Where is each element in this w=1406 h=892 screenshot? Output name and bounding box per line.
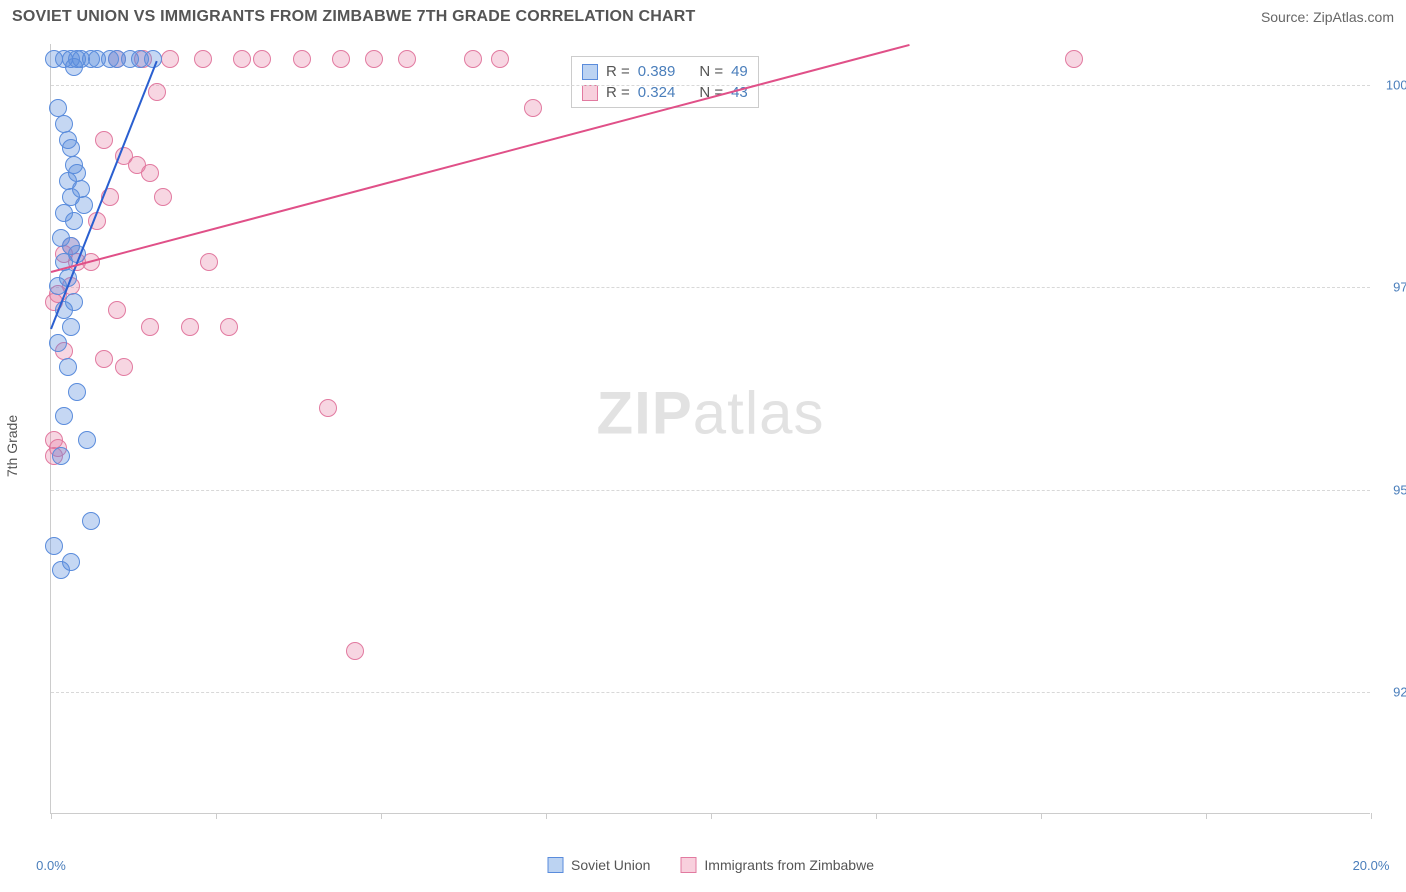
data-point bbox=[365, 50, 383, 68]
legend-swatch-icon bbox=[547, 857, 563, 873]
scatter-chart: ZIPatlas R =0.389N =49R =0.324N =43 Sovi… bbox=[50, 44, 1370, 814]
x-tick bbox=[1041, 813, 1042, 819]
data-point bbox=[253, 50, 271, 68]
x-tick bbox=[711, 813, 712, 819]
data-point bbox=[49, 334, 67, 352]
y-axis-label: 7th Grade bbox=[4, 415, 20, 477]
r-label: R = bbox=[606, 63, 630, 80]
x-tick bbox=[381, 813, 382, 819]
data-point bbox=[59, 358, 77, 376]
data-point bbox=[154, 188, 172, 206]
data-point bbox=[332, 50, 350, 68]
y-tick-label: 97.5% bbox=[1375, 280, 1406, 295]
watermark-text: ZIPatlas bbox=[596, 379, 824, 448]
x-tick bbox=[876, 813, 877, 819]
chart-header: SOVIET UNION VS IMMIGRANTS FROM ZIMBABWE… bbox=[0, 0, 1406, 30]
data-point bbox=[319, 399, 337, 417]
watermark-bold: ZIP bbox=[596, 380, 692, 447]
correlation-stats-box: R =0.389N =49R =0.324N =43 bbox=[571, 56, 759, 108]
x-tick bbox=[546, 813, 547, 819]
r-value: 0.324 bbox=[638, 84, 676, 101]
data-point bbox=[78, 431, 96, 449]
gridline bbox=[51, 85, 1370, 86]
data-point bbox=[95, 350, 113, 368]
data-point bbox=[148, 83, 166, 101]
r-value: 0.389 bbox=[638, 63, 676, 80]
data-point bbox=[233, 50, 251, 68]
source-attribution: Source: ZipAtlas.com bbox=[1261, 9, 1394, 25]
data-point bbox=[108, 301, 126, 319]
data-point bbox=[62, 139, 80, 157]
stats-swatch-icon bbox=[582, 85, 598, 101]
chart-title: SOVIET UNION VS IMMIGRANTS FROM ZIMBABWE… bbox=[12, 8, 696, 26]
source-prefix: Source: bbox=[1261, 9, 1313, 25]
y-tick-label: 92.5% bbox=[1375, 685, 1406, 700]
data-point bbox=[68, 383, 86, 401]
source-name: ZipAtlas.com bbox=[1313, 9, 1394, 25]
data-point bbox=[62, 318, 80, 336]
x-tick bbox=[216, 813, 217, 819]
watermark-rest: atlas bbox=[693, 380, 825, 447]
data-point bbox=[55, 115, 73, 133]
n-value: 49 bbox=[731, 63, 748, 80]
x-tick bbox=[1371, 813, 1372, 819]
x-tick bbox=[51, 813, 52, 819]
data-point bbox=[161, 50, 179, 68]
x-tick bbox=[1206, 813, 1207, 819]
legend-swatch-icon bbox=[680, 857, 696, 873]
x-tick-label: 20.0% bbox=[1353, 858, 1390, 873]
data-point bbox=[52, 561, 70, 579]
stats-row: R = 0.389 N = 49 bbox=[582, 61, 748, 82]
gridline bbox=[51, 287, 1370, 288]
data-point bbox=[141, 318, 159, 336]
legend-item-a: Soviet Union bbox=[547, 857, 650, 873]
gridline bbox=[51, 692, 1370, 693]
data-point bbox=[491, 50, 509, 68]
data-point bbox=[55, 407, 73, 425]
y-tick-label: 95.0% bbox=[1375, 482, 1406, 497]
data-point bbox=[65, 212, 83, 230]
data-point bbox=[220, 318, 238, 336]
legend: Soviet Union Immigrants from Zimbabwe bbox=[547, 857, 874, 873]
data-point bbox=[293, 50, 311, 68]
stats-swatch-icon bbox=[582, 64, 598, 80]
data-point bbox=[200, 253, 218, 271]
data-point bbox=[52, 447, 70, 465]
x-tick-label: 0.0% bbox=[36, 858, 66, 873]
n-label: N = bbox=[699, 63, 723, 80]
r-label: R = bbox=[606, 84, 630, 101]
data-point bbox=[75, 196, 93, 214]
data-point bbox=[194, 50, 212, 68]
legend-label-b: Immigrants from Zimbabwe bbox=[704, 857, 874, 873]
data-point bbox=[398, 50, 416, 68]
legend-item-b: Immigrants from Zimbabwe bbox=[680, 857, 874, 873]
y-tick-label: 100.0% bbox=[1375, 77, 1406, 92]
data-point bbox=[1065, 50, 1083, 68]
data-point bbox=[181, 318, 199, 336]
data-point bbox=[141, 164, 159, 182]
data-point bbox=[45, 537, 63, 555]
data-point bbox=[524, 99, 542, 117]
gridline bbox=[51, 490, 1370, 491]
legend-label-a: Soviet Union bbox=[571, 857, 650, 873]
data-point bbox=[464, 50, 482, 68]
data-point bbox=[346, 642, 364, 660]
trend-line bbox=[51, 44, 910, 273]
data-point bbox=[115, 358, 133, 376]
data-point bbox=[95, 131, 113, 149]
data-point bbox=[82, 512, 100, 530]
